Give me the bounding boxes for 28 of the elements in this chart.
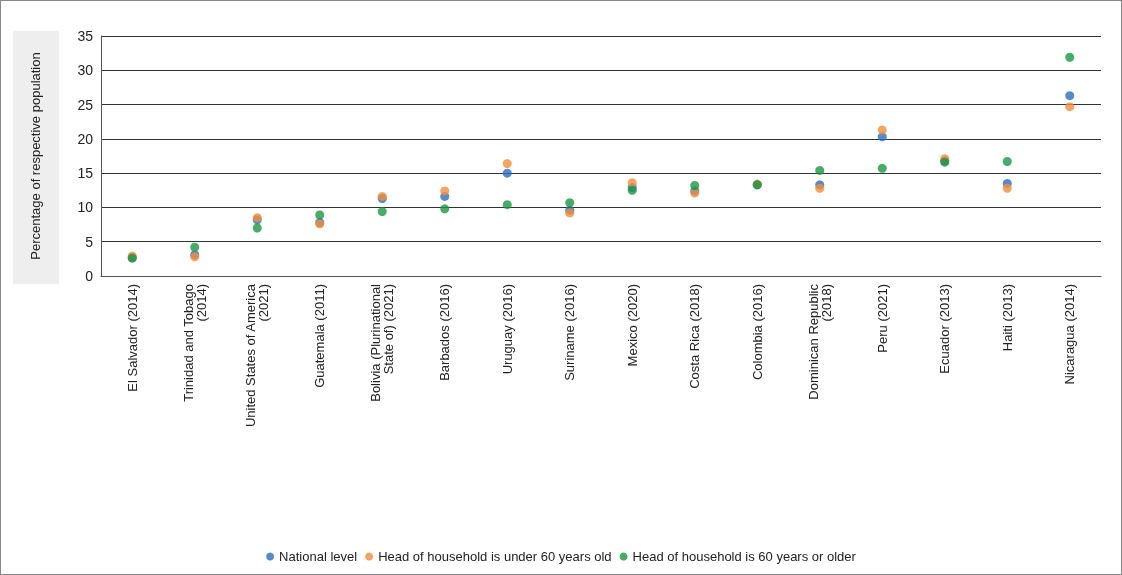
y-axis-title: Percentage of respective population [27, 52, 43, 260]
x-tick-label: Trinidad and Tobago (2014) [180, 284, 209, 402]
legend-label: Head of household is under 60 years old [378, 549, 612, 564]
x-tick-label: Mexico (2020) [624, 284, 640, 367]
x-tick-label: Peru (2021) [874, 284, 890, 353]
y-tick-label: 25 [77, 96, 94, 113]
legend-label: Head of household is 60 years or older [632, 549, 857, 564]
x-tick-label: El Salvador (2014) [124, 284, 140, 392]
x-tick-label: Guatemala (2011) [312, 284, 328, 388]
x-tick-label: Dominican Republic (2018) [805, 283, 834, 400]
y-tick-label: 20 [77, 130, 94, 147]
x-tick-label: Bolivia (Plurinational State of) (2021) [368, 283, 397, 402]
y-tick-label: 35 [77, 28, 94, 44]
x-tick-label: United States of America (2021) [243, 283, 272, 428]
x-tick-label: Ecuador (2013) [937, 284, 953, 374]
x-tick-label: Nicaragua (2014) [1062, 284, 1078, 385]
y-tick-label: 5 [85, 233, 94, 250]
x-tick-label: Uruguay (2016) [499, 284, 515, 375]
x-tick-label: Colombia (2016) [749, 284, 765, 381]
y-tick-label: 30 [77, 62, 94, 79]
x-tick-label: Suriname (2016) [562, 284, 578, 381]
y-tick-label: 0 [85, 268, 94, 284]
y-tick-label: 10 [77, 199, 94, 216]
x-tick-label: Haiti (2013) [999, 284, 1015, 352]
legend-label: National level [279, 549, 358, 564]
x-tick-label: Costa Rica (2018) [687, 284, 703, 389]
y-tick-label: 15 [77, 165, 94, 182]
x-tick-label: Barbados (2016) [437, 284, 453, 381]
